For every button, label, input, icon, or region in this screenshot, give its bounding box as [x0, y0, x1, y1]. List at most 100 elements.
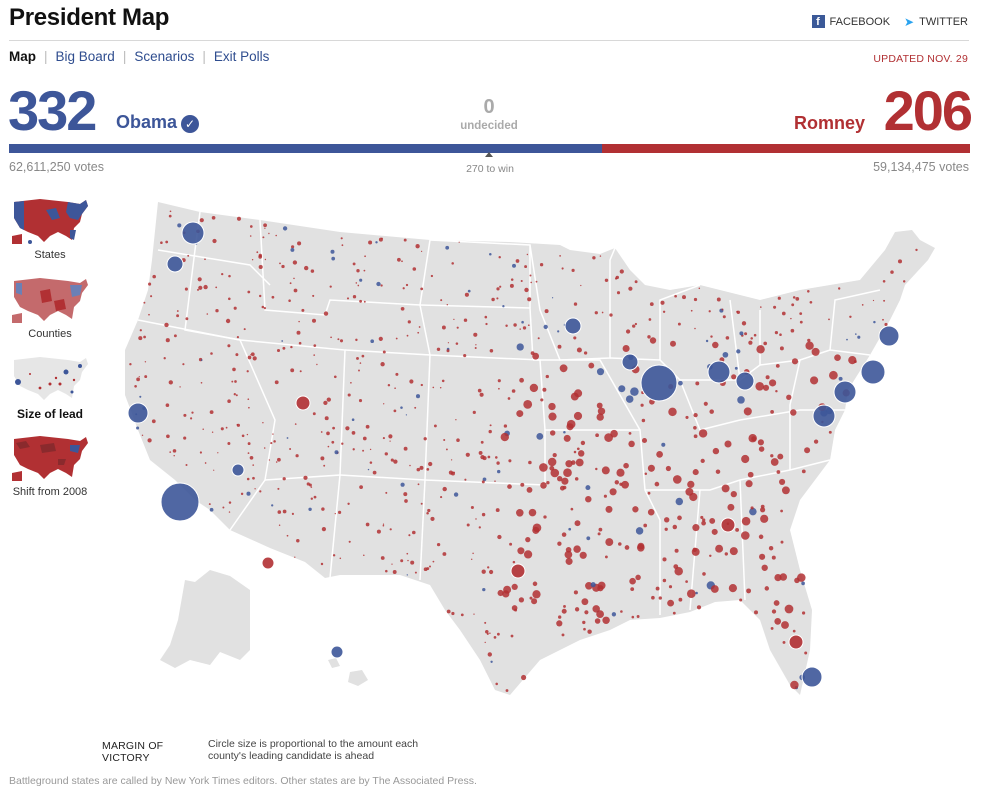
us-county-lead-map	[125, 202, 935, 695]
tab-exit-polls[interactable]: Exit Polls	[213, 49, 270, 64]
facebook-share-button[interactable]: f FACEBOOK	[811, 15, 890, 28]
county-bubble-romney	[147, 438, 152, 443]
county-bubble-romney	[548, 457, 557, 467]
county-bubble-romney	[618, 542, 622, 546]
county-bubble-romney	[276, 348, 281, 353]
county-bubble-romney	[428, 565, 432, 568]
view-size-of-lead-label: Size of lead	[16, 407, 84, 421]
county-bubble-romney	[580, 440, 586, 446]
view-counties-button[interactable]: Counties	[8, 275, 94, 354]
county-bubble-romney	[500, 432, 509, 442]
county-bubble-romney	[532, 590, 541, 599]
county-bubble-romney	[275, 461, 278, 463]
county-bubble-romney	[272, 433, 274, 435]
county-bubble-romney	[698, 429, 708, 438]
county-bubble-romney	[804, 447, 811, 454]
county-bubble-romney	[475, 344, 477, 346]
county-bubble-romney	[453, 471, 455, 474]
county-bubble-romney	[583, 627, 586, 631]
county-bubble-romney	[295, 454, 299, 458]
county-bubble-romney	[647, 335, 651, 339]
county-bubble-romney	[340, 237, 343, 240]
county-bubble-romney	[623, 462, 629, 469]
county-bubble-romney	[497, 589, 504, 597]
county-bubble-romney	[282, 477, 286, 481]
county-bubble-romney	[587, 629, 592, 634]
county-bubble-romney	[614, 277, 618, 280]
county-bubble-obama	[497, 469, 501, 474]
county-bubble-romney	[465, 452, 470, 457]
county-bubble-romney	[480, 440, 484, 444]
tab-scenarios[interactable]: Scenarios	[134, 49, 195, 64]
county-bubble-romney	[503, 424, 508, 428]
county-bubble-romney	[249, 455, 254, 460]
tab-big-board[interactable]: Big Board	[55, 49, 115, 64]
county-bubble-romney	[352, 295, 357, 299]
county-bubble-romney	[134, 384, 137, 388]
county-bubble-romney	[247, 290, 251, 294]
county-bubble-romney	[440, 299, 443, 302]
county-bubble-romney	[487, 455, 491, 459]
county-bubble-romney	[741, 516, 751, 526]
county-bubble-romney	[478, 526, 481, 529]
county-bubble-romney	[532, 581, 538, 587]
county-bubble-romney	[668, 407, 677, 417]
county-bubble-romney	[522, 326, 527, 330]
county-bubble-romney	[430, 516, 435, 521]
county-bubble-romney	[138, 336, 143, 341]
county-bubble-obama	[406, 574, 408, 576]
county-bubble-romney	[549, 430, 556, 436]
county-bubble-romney	[151, 419, 156, 424]
county-bubble-romney	[491, 297, 495, 302]
county-bubble-romney	[182, 363, 185, 366]
county-bubble-romney	[141, 434, 144, 437]
county-bubble-romney	[211, 215, 216, 220]
county-bubble-obama	[516, 343, 524, 351]
county-bubble-romney	[291, 245, 295, 249]
county-bubble-romney	[289, 448, 292, 450]
county-bubble-romney	[495, 508, 500, 513]
county-bubble-romney	[310, 269, 315, 273]
twitter-share-button[interactable]: ➤ TWITTER	[904, 15, 968, 28]
view-states-button[interactable]: States	[8, 196, 94, 275]
county-bubble-obama	[127, 402, 149, 424]
county-bubble-romney	[777, 296, 781, 300]
county-bubble-romney	[634, 322, 638, 326]
county-bubble-romney	[484, 641, 486, 644]
county-bubble-obama	[586, 536, 591, 541]
county-bubble-romney	[442, 552, 447, 556]
county-bubble-romney	[426, 468, 430, 471]
county-bubble-romney	[665, 465, 672, 472]
county-bubble-romney	[333, 375, 337, 379]
county-bubble-romney	[660, 300, 665, 305]
county-bubble-romney	[293, 277, 295, 280]
county-bubble-romney	[731, 374, 737, 380]
county-bubble-romney	[199, 218, 204, 223]
county-bubble-romney	[481, 569, 486, 574]
county-bubble-romney	[695, 381, 700, 386]
county-bubble-romney	[602, 616, 610, 625]
view-shift-from-2008-button[interactable]: Shift from 2008	[8, 433, 94, 512]
county-bubble-romney	[321, 527, 326, 532]
county-bubble-romney	[768, 545, 774, 551]
tab-map[interactable]: Map	[9, 49, 36, 64]
county-bubble-romney	[470, 505, 474, 510]
county-bubble-romney	[222, 506, 225, 509]
county-bubble-romney	[805, 341, 814, 350]
county-bubble-romney	[385, 491, 388, 494]
county-bubble-romney	[635, 574, 641, 581]
county-bubble-romney	[779, 346, 784, 351]
county-bubble-romney	[464, 292, 469, 297]
county-bubble-romney	[552, 452, 557, 458]
county-bubble-romney	[246, 477, 250, 481]
county-bubble-obama	[330, 645, 344, 659]
county-bubble-romney	[735, 527, 740, 532]
county-bubble-romney	[529, 274, 532, 277]
view-size-of-lead-button[interactable]: Size of lead	[8, 354, 94, 433]
county-bubble-romney	[686, 589, 696, 599]
county-bubble-romney	[588, 362, 595, 369]
county-bubble-romney	[703, 401, 708, 406]
county-bubble-romney	[640, 403, 644, 407]
county-bubble-romney	[603, 494, 607, 498]
county-bubble-romney	[720, 517, 736, 533]
